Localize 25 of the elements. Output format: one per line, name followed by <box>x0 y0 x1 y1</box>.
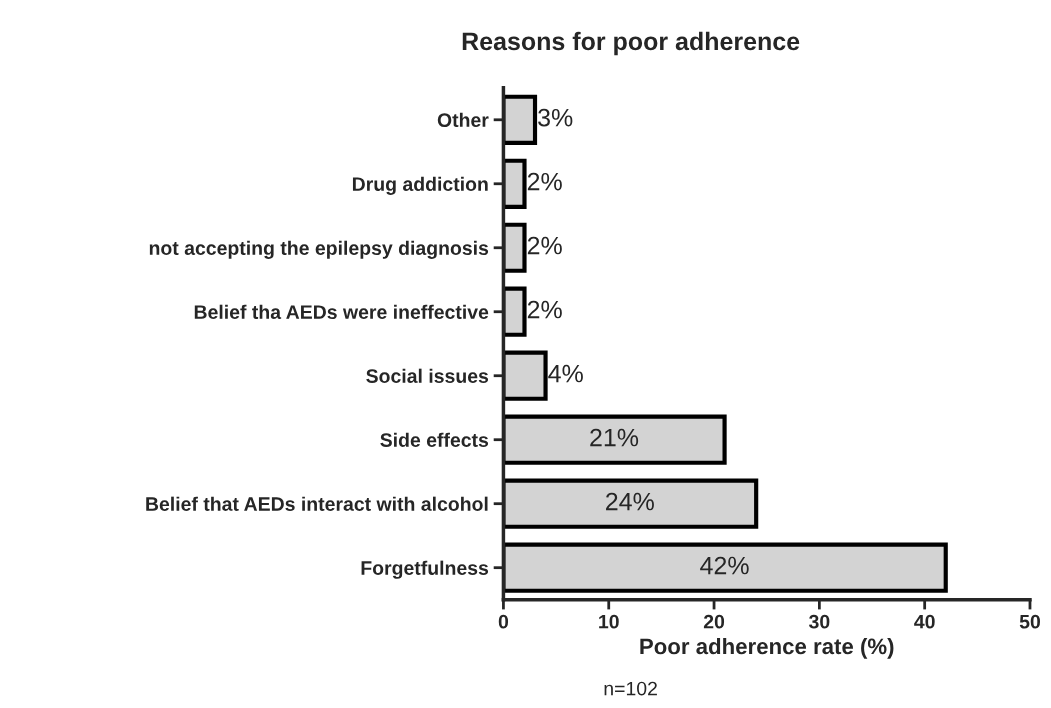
x-tick-label: 10 <box>599 614 619 629</box>
data-label: 24% <box>606 492 654 511</box>
text: n=102 <box>604 681 657 696</box>
y-tick-label: not accepting the epilepsy diagnosis <box>149 240 489 259</box>
data-label: 2% <box>527 236 562 255</box>
y-tick-label: Drug addiction <box>352 176 488 195</box>
y-tick-label: Other <box>437 112 489 128</box>
x-axis-title: Poor adherence rate (%) <box>640 637 894 659</box>
y-tick-label: Social issues <box>366 368 489 383</box>
data-label: 2% <box>527 300 562 319</box>
y-tick-label: Side effects <box>380 432 489 447</box>
x-tick-label: 20 <box>703 614 725 629</box>
x-tick-label: 0 <box>498 614 509 629</box>
y-tick-label: Belief tha AEDs were ineffective <box>194 304 489 319</box>
y-tick-label: Belief that AEDs interact with alcohol <box>146 496 488 511</box>
data-label: 4% <box>548 364 583 383</box>
x-tick-label: 40 <box>914 614 935 629</box>
data-label: 21% <box>590 428 639 447</box>
x-tick-label: 30 <box>808 614 830 629</box>
data-label: 2% <box>527 172 562 191</box>
y-tick-label: Forgetfulness <box>361 560 489 579</box>
x-tick-label: 50 <box>1019 614 1040 629</box>
data-label: 42% <box>700 556 749 575</box>
chart-title: Reasons for poor adherence <box>462 31 800 56</box>
data-label: 3% <box>538 108 573 127</box>
